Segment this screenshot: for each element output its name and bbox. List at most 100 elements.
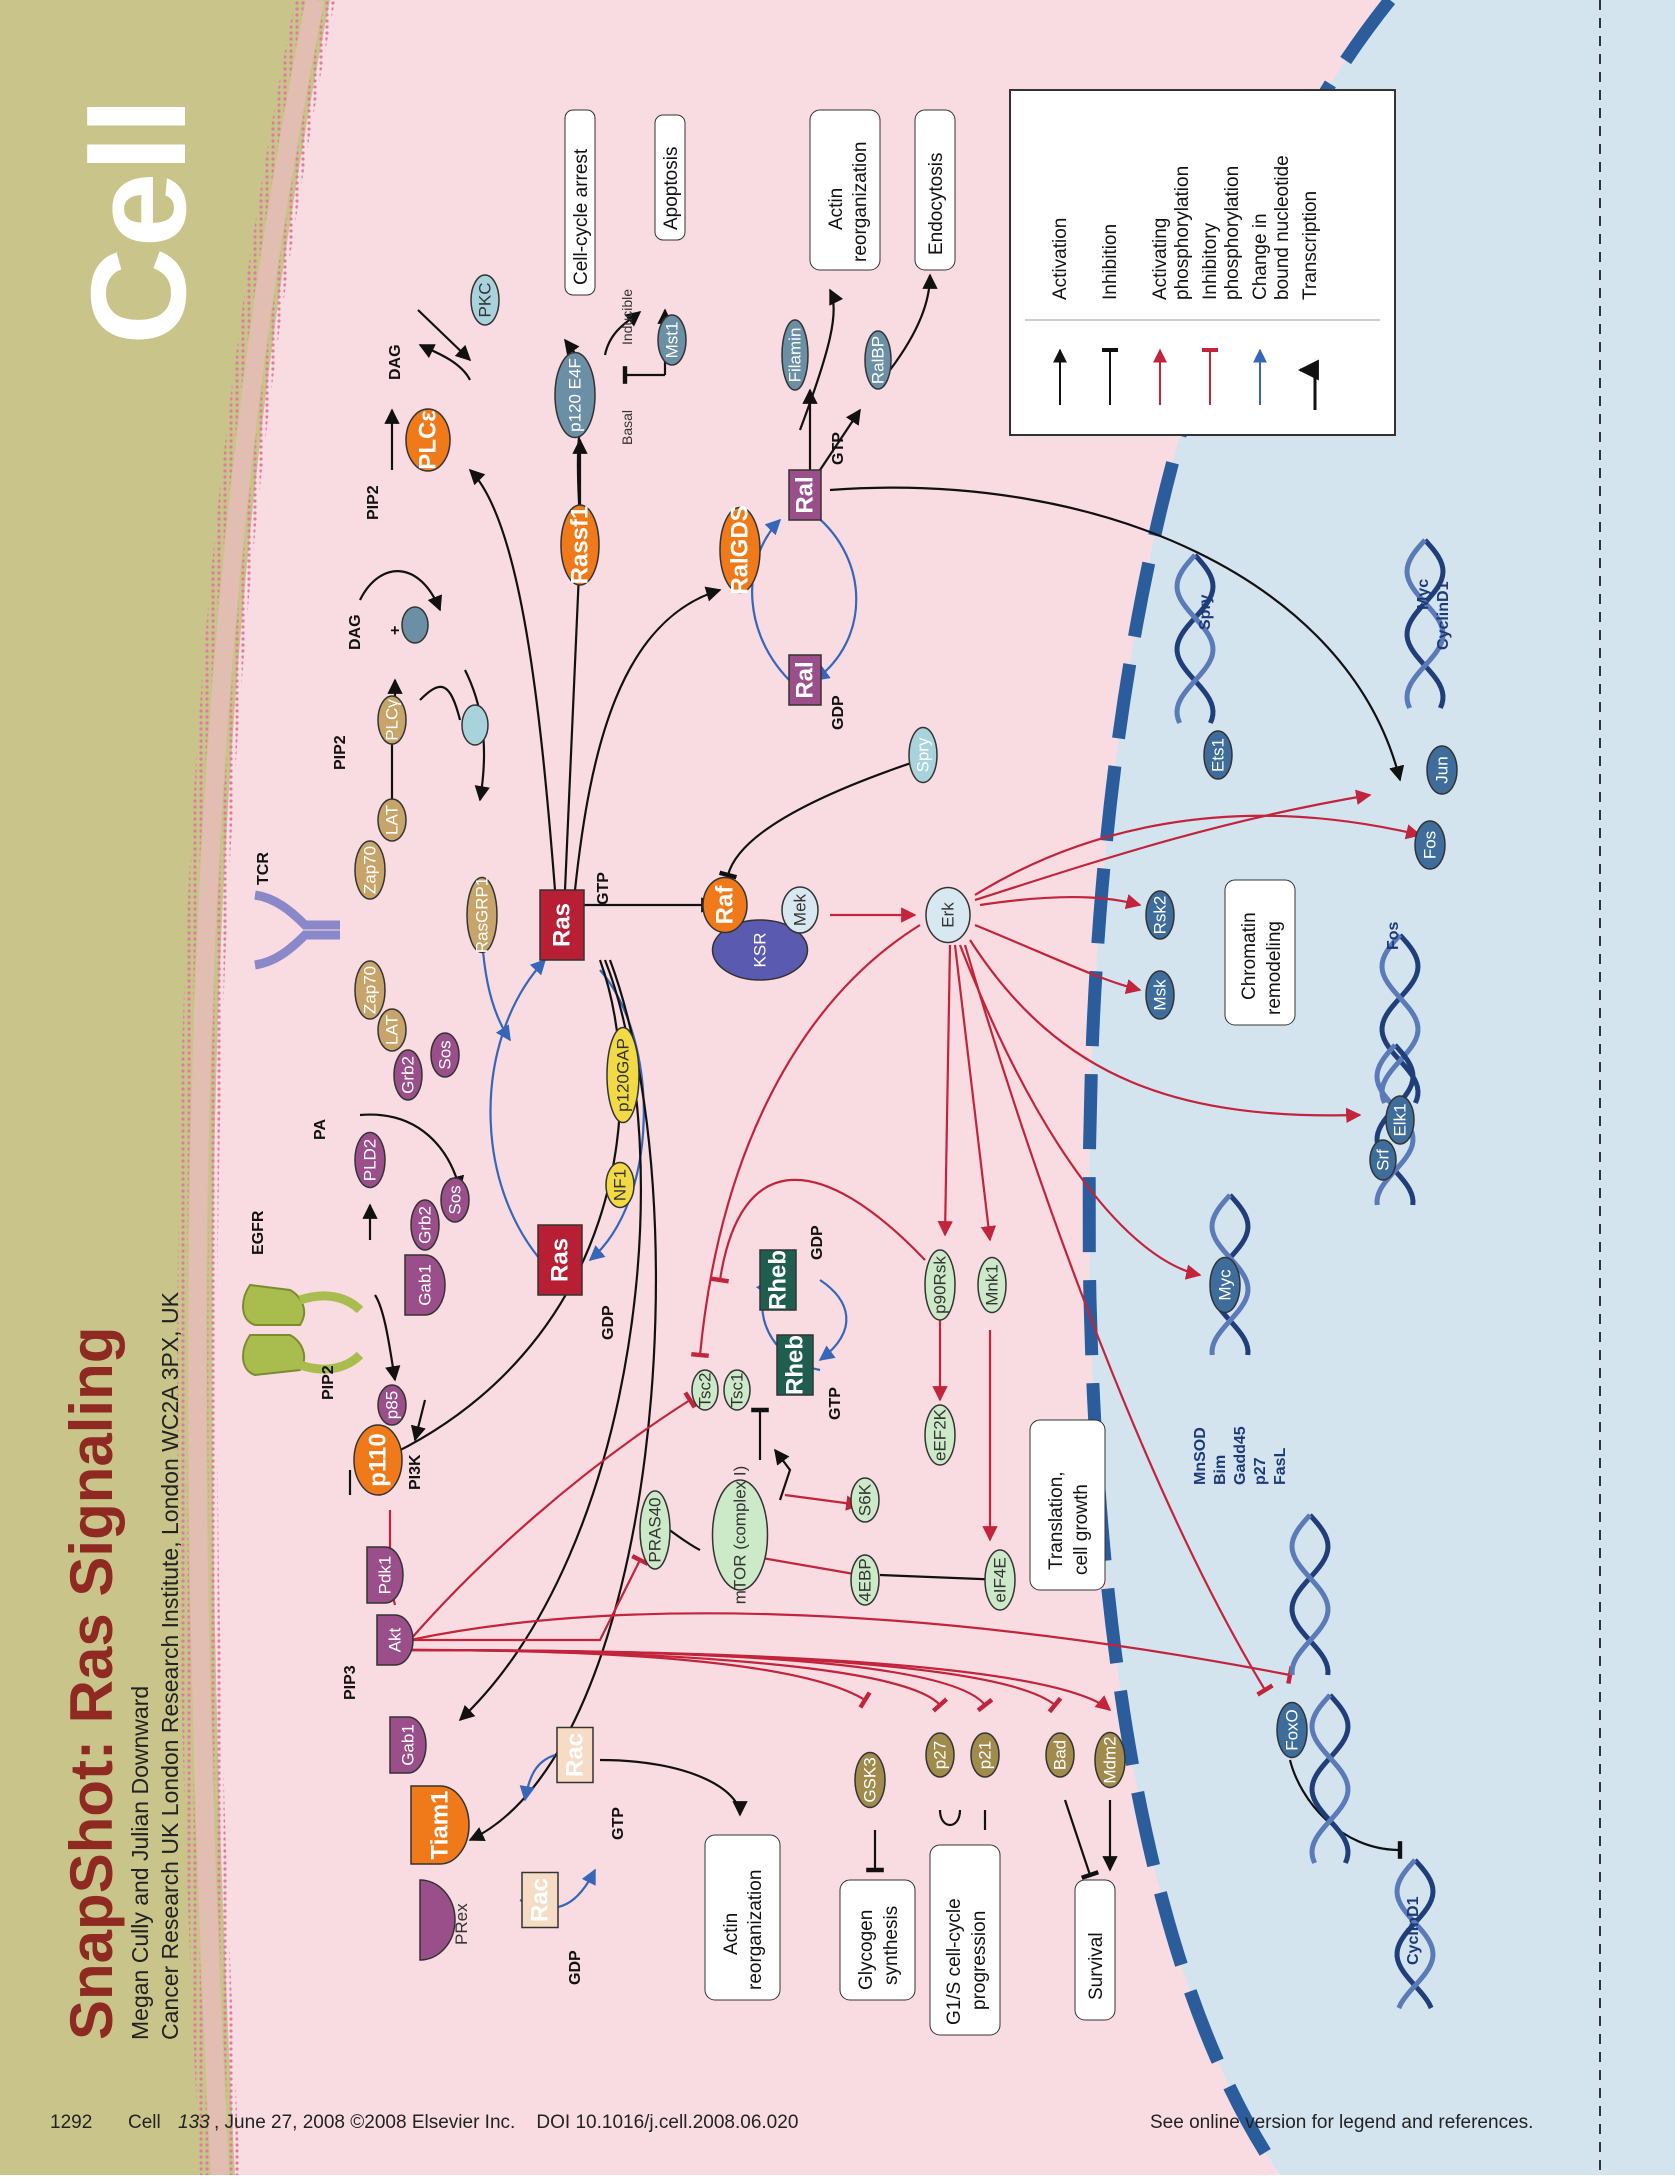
node-akt-label: Akt <box>386 1627 405 1652</box>
dna-helices <box>1174 538 1446 2010</box>
node-ksr <box>711 919 809 981</box>
rac-gdp-state: GDP <box>567 1950 584 1985</box>
node-rassf1 <box>560 504 600 586</box>
gene-fasl: FasL <box>1272 1447 1289 1485</box>
node-ral-gtp <box>788 469 822 521</box>
node-pld2-label: PLD2 <box>361 1139 380 1182</box>
legend-inh-phos-label: Inhibitory <box>1200 222 1221 300</box>
node-ral-gtp-label: Ral <box>792 476 819 513</box>
node-gab1-b-label: Gab1 <box>399 1724 418 1766</box>
node-grb2-a <box>410 1199 440 1251</box>
pip3-label: PIP3 <box>342 1665 359 1700</box>
node-p120gap-label: p120GAP <box>614 1038 633 1112</box>
node-pld2 <box>354 1131 386 1189</box>
node-eif4e-label: eIF4E <box>991 1557 1010 1602</box>
node-gsk3 <box>854 1751 886 1809</box>
node-lat-b-label: LAT <box>383 805 402 835</box>
outcome-actin-bottom-line1: Actin <box>721 1913 742 1955</box>
node-rsk2-label: Rsk2 <box>1151 896 1170 935</box>
membrane-inner-leaflet <box>207 0 335 2176</box>
actin-reorg-bottom-box <box>704 1834 781 2001</box>
legend-nucleotide-label: Change in <box>1250 213 1271 300</box>
node-rassf1-label: Rassf1 <box>567 506 594 585</box>
tcr-label: TCR <box>255 852 272 885</box>
node-gab1-a-label: Gab1 <box>416 1264 435 1306</box>
rheb-gtp-state: GTP <box>827 1387 844 1420</box>
ras-gtp-state: GTP <box>595 872 612 905</box>
node-gab1-b <box>389 1716 427 1774</box>
outcome-cell-cycle-arrest: Cell-cycle arrest <box>571 148 592 285</box>
egfr-receptor <box>242 1283 364 1377</box>
egfr-label: EGFR <box>250 1210 267 1255</box>
outcome-actin-top-line2: reorganization <box>850 142 871 262</box>
chromatin-box <box>1224 879 1296 1026</box>
node-rasgrp1 <box>466 876 498 954</box>
node-akt <box>376 1614 414 1666</box>
dna-strand-a <box>1174 553 1216 724</box>
node-filamin <box>781 319 809 391</box>
gene-mnsod: MnSOD <box>1192 1427 1209 1485</box>
footer-note: See online version for legend and refere… <box>1150 2112 1533 2133</box>
node-rasgrp1-label: RasGRP1 <box>473 877 492 954</box>
outcome-survival: Survival <box>1086 1932 1107 2000</box>
node-pras40-label: PRAS40 <box>646 1497 665 1562</box>
node-zap70-b <box>354 840 386 900</box>
legend-activation-label: Activation <box>1050 218 1071 300</box>
node-rheb-gtp <box>776 1334 814 1396</box>
signaling-nodes <box>353 274 1458 1961</box>
node-sos-a-label: Sos <box>446 1185 465 1214</box>
gene-myc: Myc <box>1415 579 1432 610</box>
gene-gadd45: Gadd45 <box>1232 1426 1249 1485</box>
node-nf1 <box>605 1161 635 1209</box>
page-title: SnapShot: Ras Signaling <box>58 1327 125 2040</box>
legend-act-phos-label: Activating <box>1150 218 1171 300</box>
node-mdm2-label: Mdm2 <box>1101 1736 1120 1783</box>
node-grb2-b <box>393 1049 423 1101</box>
node-p110-label: p110 <box>365 1433 392 1486</box>
node-nf1-label: NF1 <box>611 1169 630 1201</box>
ral-gdp-state: GDP <box>830 695 847 730</box>
node-spry <box>908 726 938 784</box>
prex-label: PRex <box>452 1903 471 1945</box>
actin-reorg-top-box <box>809 109 881 271</box>
outcome-translation-line1: Translation, <box>1046 1471 1067 1570</box>
node-mdm2 <box>1094 1731 1126 1789</box>
node-tsc2 <box>691 1369 719 1411</box>
legend-box <box>1009 89 1396 436</box>
node-ras-gdp <box>537 1224 583 1296</box>
node-sos-b <box>430 1032 460 1078</box>
dna-strand-a <box>1374 1043 1416 1206</box>
node-ksr-label: KSR <box>751 933 770 968</box>
prex-shape <box>419 1879 456 1961</box>
node-elk1 <box>1385 1095 1415 1145</box>
node-ets1-label: Ets1 <box>1209 738 1228 772</box>
dna-strand-a <box>1309 1693 1351 1864</box>
node-foxo-label: FoxO <box>1283 1709 1302 1751</box>
outcome-chromatin-line1: Chromatin <box>1239 912 1260 1000</box>
pa-label: PA <box>312 1119 329 1140</box>
gene-spry: Spry <box>1197 594 1214 630</box>
node-p120e4f-label: p120 E4F <box>566 358 585 432</box>
gene-fos: Fos <box>1385 921 1402 950</box>
outcome-apoptosis: Apoptosis <box>661 147 682 230</box>
node-zap70-a <box>354 960 386 1020</box>
node-erk-label: Erk <box>939 902 958 928</box>
outcome-g1s-line2: progression <box>969 1911 990 2010</box>
node-ralgds-label: RalGDS <box>727 505 754 594</box>
legend-act-phos-label: phosphorylation <box>1172 166 1193 300</box>
node-erk <box>925 886 971 944</box>
node-gab1-a <box>404 1254 446 1316</box>
node-tiam1 <box>410 1785 470 1865</box>
dna-strand-b <box>1309 1693 1351 1864</box>
gene-bim: Bim <box>1212 1455 1229 1485</box>
authors: Megan Cully and Julian Downward <box>127 1686 153 2040</box>
node-grb2-a-label: Grb2 <box>416 1206 435 1244</box>
node-ets1 <box>1203 730 1233 780</box>
node-lat-b <box>377 798 407 842</box>
node-spry-label: Spry <box>914 737 933 772</box>
node-rheb-gdp <box>759 1249 797 1311</box>
outcome-chromatin-line2: remodeling <box>1264 921 1285 1015</box>
node-tsc2-label: Tsc2 <box>696 1373 715 1408</box>
